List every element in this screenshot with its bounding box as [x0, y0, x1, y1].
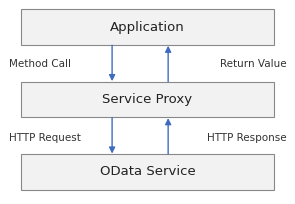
Text: Return Value: Return Value: [219, 59, 286, 69]
Text: Application: Application: [110, 21, 185, 33]
FancyBboxPatch shape: [21, 9, 274, 45]
Text: OData Service: OData Service: [100, 165, 195, 178]
Text: Method Call: Method Call: [9, 59, 71, 69]
FancyBboxPatch shape: [21, 82, 274, 117]
Text: Service Proxy: Service Proxy: [102, 93, 193, 106]
FancyBboxPatch shape: [21, 154, 274, 190]
Text: HTTP Response: HTTP Response: [206, 133, 286, 143]
Text: HTTP Request: HTTP Request: [9, 133, 81, 143]
